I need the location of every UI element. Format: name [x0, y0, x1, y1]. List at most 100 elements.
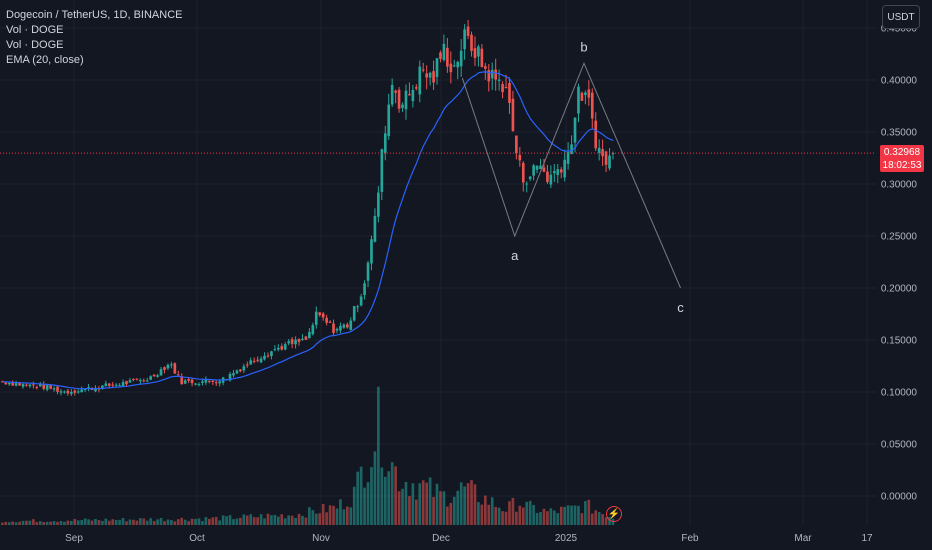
- volume-bar: [456, 490, 460, 525]
- candle-body: [463, 29, 466, 50]
- candle-body: [166, 364, 170, 369]
- candle-body: [301, 338, 304, 340]
- price-axis-label: 0.40000: [881, 76, 918, 87]
- candle-body: [128, 380, 132, 383]
- candle-body: [573, 117, 577, 143]
- candle-body: [332, 323, 335, 334]
- volume-bar: [463, 486, 466, 525]
- candle-body: [480, 48, 484, 68]
- candle-body: [214, 382, 218, 384]
- volume-bar: [32, 519, 35, 525]
- candle-body: [528, 176, 532, 180]
- candle-body: [14, 383, 18, 386]
- candle-body: [439, 52, 442, 59]
- volume-bar: [11, 521, 14, 525]
- volume-bar: [139, 518, 142, 525]
- volume-bar: [466, 483, 470, 525]
- volume-bar: [228, 515, 232, 525]
- volume-bar: [532, 505, 535, 525]
- candle-body: [18, 382, 21, 386]
- volume-bar: [335, 508, 339, 525]
- candle-body: [570, 144, 573, 154]
- candle-body: [535, 165, 539, 170]
- volume-bar: [59, 521, 63, 525]
- volume-bar: [214, 516, 218, 525]
- currency-button[interactable]: USDT: [882, 5, 920, 29]
- legend-symbol[interactable]: Dogecoin / TetherUS, 1D, BINANCE: [6, 9, 183, 21]
- volume-bar: [321, 504, 325, 525]
- candle-body: [387, 104, 391, 137]
- candle-body: [363, 283, 366, 296]
- candle-body: [56, 386, 59, 392]
- volume-bar: [294, 518, 297, 525]
- candle-body: [390, 84, 394, 105]
- volume-bar: [201, 521, 204, 525]
- candle-body: [273, 349, 277, 351]
- candle-body: [401, 104, 404, 109]
- volume-bar: [352, 486, 356, 525]
- candle-body: [1, 381, 4, 383]
- candle-body: [559, 169, 563, 173]
- candle-body: [4, 382, 8, 385]
- volume-bar: [76, 520, 80, 525]
- volume-bar: [70, 520, 73, 525]
- volume-bar: [318, 513, 322, 525]
- candle-body: [194, 383, 197, 385]
- legend-volume-1[interactable]: Vol · DOGE: [6, 24, 64, 36]
- volume-bar: [190, 518, 194, 525]
- volume-bar: [142, 518, 146, 525]
- candle-body: [11, 381, 14, 386]
- volume-bar: [90, 520, 94, 525]
- volume-bar: [173, 521, 177, 525]
- volume-bar: [580, 513, 584, 525]
- candle-body: [442, 43, 446, 61]
- wave-label-c: c: [677, 300, 684, 315]
- candle-body: [318, 312, 322, 316]
- candle-body: [504, 86, 508, 89]
- abc-pattern-line: [461, 62, 681, 289]
- candle-body: [477, 46, 480, 57]
- volume-bar: [566, 505, 570, 525]
- candle-body: [314, 311, 318, 325]
- volume-bar: [432, 496, 435, 525]
- volume-bar: [421, 480, 425, 525]
- volume-bar: [225, 516, 228, 525]
- candle-body: [66, 390, 70, 394]
- volume-bar: [363, 487, 366, 525]
- volume-bar: [559, 506, 563, 525]
- candle-body: [484, 66, 487, 69]
- candle-body: [297, 338, 301, 342]
- candle-body: [228, 374, 232, 381]
- volume-bar: [587, 499, 591, 525]
- legend-ema[interactable]: EMA (20, close): [6, 54, 84, 66]
- candle-body: [59, 391, 63, 393]
- volume-bar: [290, 515, 294, 525]
- candle-body: [501, 84, 504, 93]
- candle-body: [256, 359, 259, 361]
- volume-bar: [415, 499, 418, 525]
- volume-bar: [35, 522, 39, 525]
- candle-body: [421, 69, 425, 71]
- candle-body: [359, 296, 363, 306]
- volume-bar: [25, 520, 28, 525]
- candle-body: [73, 390, 77, 393]
- lightning-icon[interactable]: ⚡: [606, 506, 622, 522]
- volume-bar: [339, 499, 342, 525]
- candle-body: [452, 65, 456, 67]
- candle-body: [76, 391, 80, 393]
- volume-bar: [197, 518, 201, 525]
- volume-bar: [152, 521, 156, 525]
- volume-bar: [80, 520, 83, 525]
- candle-body: [580, 92, 584, 101]
- volume-bar: [359, 466, 363, 525]
- last-price-tag: 0.32968 18:02:53: [880, 145, 924, 172]
- legend-volume-2[interactable]: Vol · DOGE: [6, 39, 64, 51]
- volume-bar: [477, 502, 480, 525]
- price-axis-label: 0.25000: [881, 232, 918, 243]
- volume-bar: [38, 521, 42, 525]
- candle-body: [249, 360, 253, 365]
- candle-body: [142, 380, 146, 382]
- volume-bar: [283, 518, 287, 525]
- candle-body: [277, 347, 280, 350]
